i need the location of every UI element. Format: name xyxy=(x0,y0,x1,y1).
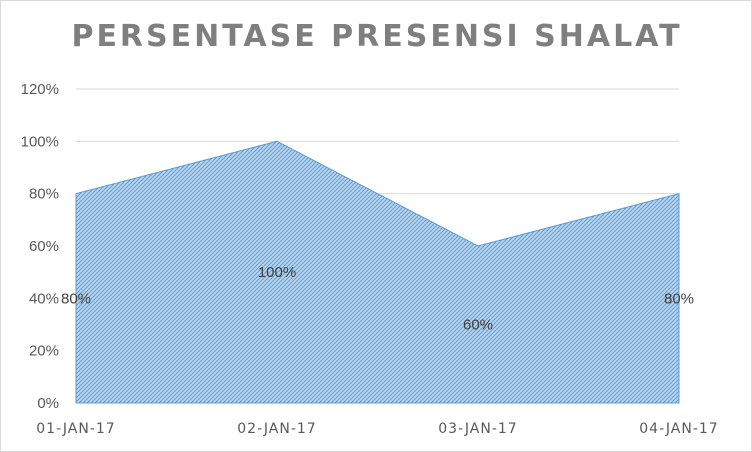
area-series xyxy=(75,140,680,404)
x-tick-label: 02-JAN-17 xyxy=(237,421,316,437)
data-labels: 80% 100% 60% 80% xyxy=(61,264,694,333)
x-axis-ticks: 01-JAN-17 02-JAN-17 03-JAN-17 04-JAN-17 xyxy=(36,421,718,437)
y-tick-label: 120% xyxy=(21,81,59,98)
x-tick-label: 04-JAN-17 xyxy=(639,421,718,437)
x-tick-label: 01-JAN-17 xyxy=(36,421,115,437)
chart-title: PERSENTASE PRESENSI SHALAT xyxy=(71,19,683,54)
data-label: 60% xyxy=(463,317,493,334)
y-tick-label: 20% xyxy=(29,343,59,360)
y-tick-label: 100% xyxy=(21,133,59,150)
area-layer xyxy=(75,140,680,404)
y-tick-label: 0% xyxy=(37,395,59,412)
y-tick-label: 40% xyxy=(29,290,59,307)
x-tick-label: 03-JAN-17 xyxy=(438,421,517,437)
y-tick-label: 60% xyxy=(29,238,59,255)
y-axis-ticks: 0% 20% 40% 60% 80% 100% 120% xyxy=(21,81,59,412)
data-label: 80% xyxy=(664,290,694,307)
data-label: 80% xyxy=(61,290,91,307)
data-label: 100% xyxy=(258,264,296,281)
y-tick-label: 80% xyxy=(29,186,59,203)
